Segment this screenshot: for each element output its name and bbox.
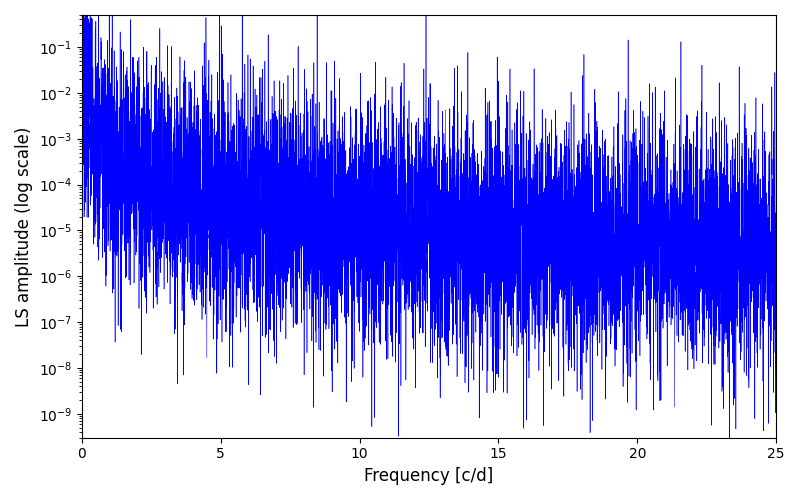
Y-axis label: LS amplitude (log scale): LS amplitude (log scale) [15, 126, 33, 326]
X-axis label: Frequency [c/d]: Frequency [c/d] [364, 467, 494, 485]
